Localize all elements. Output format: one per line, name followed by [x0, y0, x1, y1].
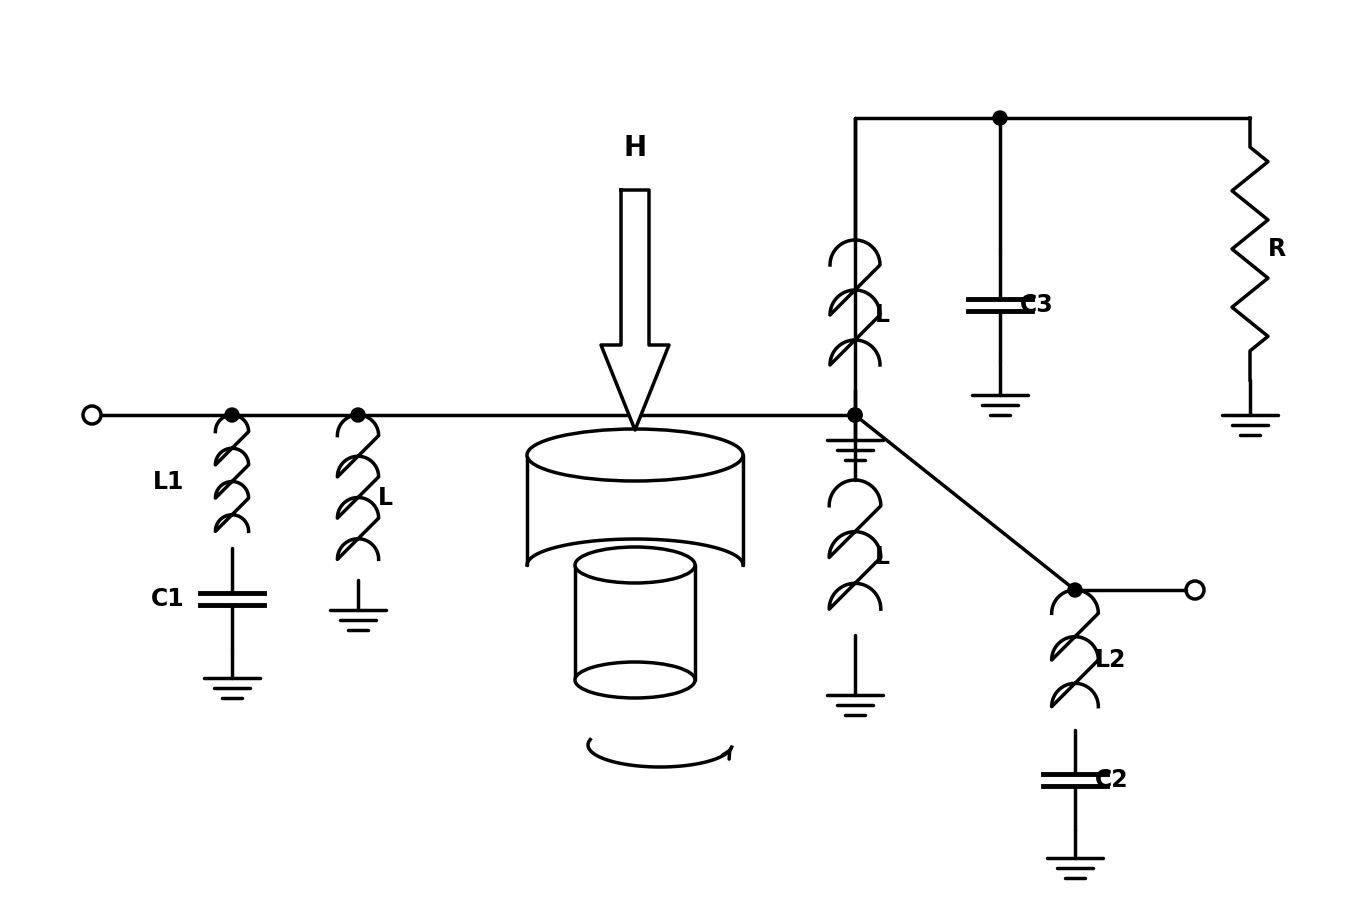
Text: H: H: [624, 134, 647, 162]
Circle shape: [993, 111, 1007, 125]
Ellipse shape: [575, 662, 695, 698]
Circle shape: [1068, 583, 1082, 597]
Circle shape: [848, 408, 862, 422]
Ellipse shape: [528, 429, 743, 481]
Text: C3: C3: [1020, 293, 1054, 317]
Text: L1: L1: [153, 469, 184, 494]
Text: C2: C2: [1095, 768, 1128, 792]
Text: L: L: [377, 486, 392, 509]
Circle shape: [848, 408, 862, 422]
Circle shape: [350, 408, 365, 422]
Polygon shape: [601, 190, 668, 430]
Ellipse shape: [575, 547, 695, 583]
Text: L: L: [875, 303, 890, 327]
Text: C1: C1: [150, 587, 184, 611]
Text: R: R: [1268, 237, 1287, 261]
Text: L: L: [875, 545, 890, 570]
Text: L2: L2: [1095, 648, 1127, 672]
Circle shape: [225, 408, 239, 422]
